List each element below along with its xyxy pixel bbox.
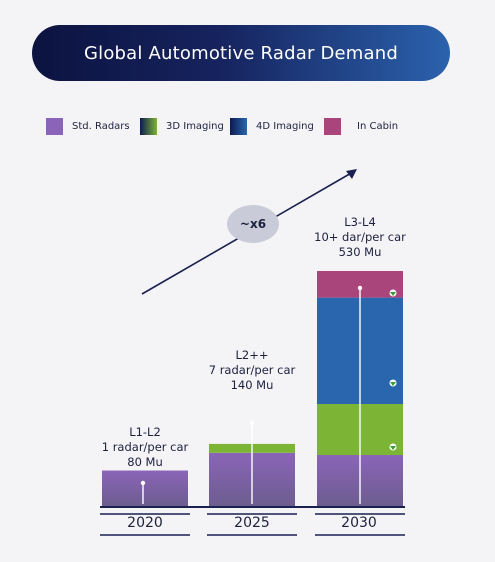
segment-marker-2 bbox=[390, 446, 396, 450]
title-banner: Global Automotive Radar Demand bbox=[32, 25, 450, 81]
legend-item-3d-imaging: 3D Imaging bbox=[140, 118, 224, 135]
legend-swatch-std-radars bbox=[46, 118, 63, 135]
segment-marker-0 bbox=[390, 292, 396, 296]
legend-label-3d-imaging: 3D Imaging bbox=[166, 121, 224, 132]
annotation-2025: L2++ 7 radar/per car 140 Mu bbox=[208, 348, 296, 392]
chart-title: Global Automotive Radar Demand bbox=[83, 42, 399, 64]
legend-item-4d-imaging: 4D Imaging bbox=[230, 118, 314, 135]
bar-2020-std-radars bbox=[102, 470, 188, 506]
legend: Std. Radars 3D Imaging 4D Imaging In Cab… bbox=[0, 118, 495, 138]
segment-marker-1 bbox=[390, 382, 396, 386]
x-tick-2025: 2025 bbox=[234, 515, 270, 531]
legend-item-std-radars: Std. Radars bbox=[46, 118, 130, 135]
indicator-marker-2025 bbox=[249, 420, 255, 426]
legend-label-std-radars: Std. Radars bbox=[72, 121, 130, 132]
legend-swatch-3d-imaging bbox=[140, 118, 157, 135]
x-tick-2020: 2020 bbox=[127, 515, 163, 531]
x-tick-2030: 2030 bbox=[341, 515, 377, 531]
indicator-marker-2030 bbox=[357, 285, 363, 291]
legend-swatch-in-cabin bbox=[324, 118, 341, 135]
legend-swatch-4d-imaging bbox=[230, 118, 247, 135]
annotation-2020: L1-L2 1 radar/per car 80 Mu bbox=[101, 425, 189, 469]
growth-label: ~x6 bbox=[239, 217, 267, 231]
legend-item-in-cabin: In Cabin bbox=[324, 118, 398, 135]
growth-badge: ~x6 bbox=[227, 205, 279, 243]
indicator-marker-2020 bbox=[140, 480, 146, 486]
legend-label-in-cabin: In Cabin bbox=[357, 121, 399, 132]
annotation-2030: L3-L4 10+ dar/per car 530 Mu bbox=[314, 215, 406, 259]
legend-label-4d-imaging: 4D Imaging bbox=[256, 121, 314, 132]
growth-arrow-head bbox=[346, 169, 357, 179]
